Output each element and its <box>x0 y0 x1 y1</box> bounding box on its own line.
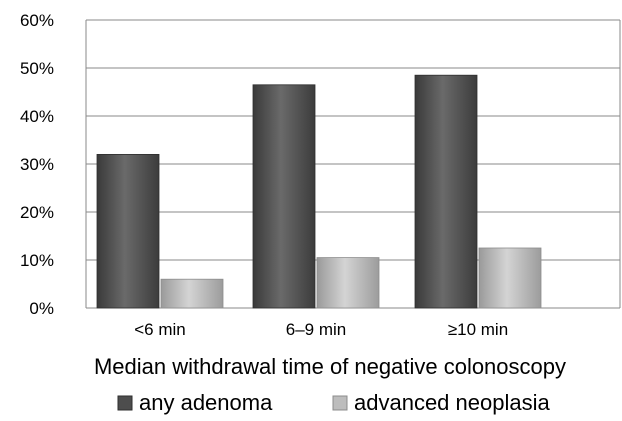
bar-advanced-neoplasia <box>316 257 380 309</box>
x-axis-title: Median withdrawal time of negative colon… <box>94 354 566 379</box>
y-tick-label: 50% <box>20 59 54 78</box>
gridlines <box>85 19 621 309</box>
x-tick-label: ≥10 min <box>448 320 508 339</box>
y-tick-label: 20% <box>20 203 54 222</box>
legend-label: any adenoma <box>139 390 273 415</box>
legend-swatch <box>332 395 348 411</box>
y-axis-ticks: 0% 10% 20% 30% 40% 50% 60% <box>20 11 54 318</box>
legend: any adenoma advanced neoplasia <box>117 390 550 415</box>
legend-label: advanced neoplasia <box>354 390 550 415</box>
y-tick-label: 60% <box>20 11 54 30</box>
bar-advanced-neoplasia <box>478 247 542 309</box>
bar-advanced-neoplasia <box>160 278 224 309</box>
bars <box>96 74 542 309</box>
bar-any-adenoma <box>252 84 316 309</box>
y-tick-label: 10% <box>20 251 54 270</box>
y-tick-label: 0% <box>29 299 54 318</box>
x-tick-label: 6–9 min <box>286 320 346 339</box>
x-tick-label: <6 min <box>134 320 186 339</box>
y-tick-label: 30% <box>20 155 54 174</box>
bar-any-adenoma <box>96 153 160 309</box>
bar-any-adenoma <box>414 74 478 309</box>
legend-swatch <box>117 395 133 411</box>
y-tick-label: 40% <box>20 107 54 126</box>
x-axis-ticks: <6 min 6–9 min ≥10 min <box>134 320 508 339</box>
